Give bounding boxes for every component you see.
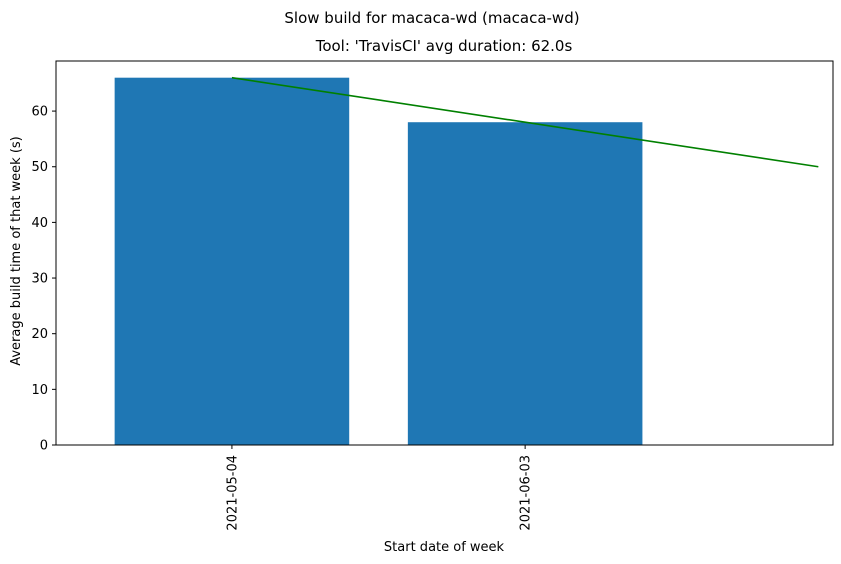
bar-2021-06-03: [407, 122, 643, 445]
y-tick-label: 20: [31, 327, 48, 342]
y-tick-label: 60: [31, 105, 48, 120]
x-axis-label: Start date of week: [384, 540, 505, 555]
x-tick-label: 2021-05-04: [225, 455, 240, 531]
y-tick-label: 30: [31, 272, 48, 287]
x-tick-label: 2021-06-03: [519, 455, 534, 531]
trend-line-group: [231, 76, 819, 168]
plot-area-frame: [55, 60, 834, 446]
y-axis-label: Average build time of that week (s): [9, 136, 24, 366]
chart-suptitle: Slow build for macaca-wd (macaca-wd): [284, 9, 579, 27]
x-axis-ticks: 2021-05-04 2021-06-03: [225, 445, 534, 531]
y-tick-label: 10: [31, 383, 48, 398]
y-axis-ticks: 0 10 20 30 40 50 60: [31, 105, 56, 454]
y-tick-label: 40: [31, 216, 48, 231]
y-tick-label: 50: [31, 160, 48, 175]
trend-line: [231, 76, 819, 168]
y-tick-label: 0: [40, 439, 48, 454]
bar-2021-05-04: [114, 77, 350, 446]
chart-title: Tool: 'TravisCI' avg duration: 62.0s: [315, 37, 573, 55]
bars-group: [114, 77, 643, 446]
